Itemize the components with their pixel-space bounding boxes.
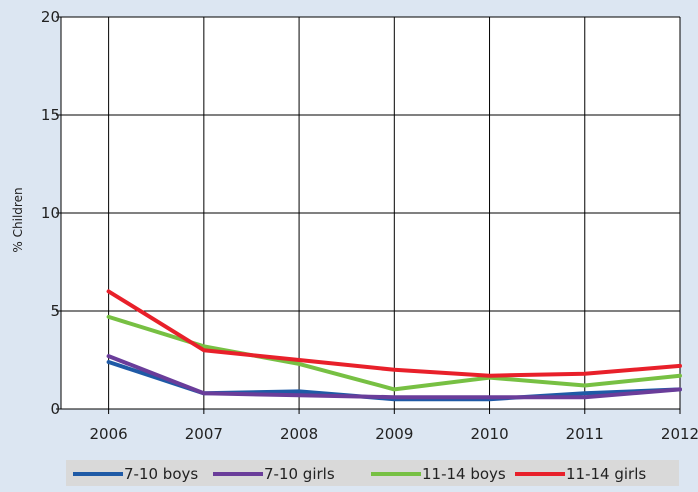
legend-label: 7-10 girls bbox=[264, 465, 335, 483]
legend-label: 11-14 boys bbox=[422, 465, 506, 483]
x-tick-label: 2012 bbox=[661, 425, 698, 443]
series-line bbox=[106, 314, 682, 392]
legend-label: 11-14 girls bbox=[566, 465, 646, 483]
x-tick-label: 2011 bbox=[566, 425, 604, 443]
x-tick-label: 2006 bbox=[90, 425, 128, 443]
x-tick-label: 2010 bbox=[470, 425, 508, 443]
x-tick-label: 2008 bbox=[280, 425, 318, 443]
series-line bbox=[106, 354, 682, 400]
x-axis-ticks: 2006 2007 2008 2009 2010 2011 2012 bbox=[90, 409, 698, 443]
y-tick-label: 10 bbox=[41, 204, 60, 222]
y-tick-label: 0 bbox=[50, 400, 60, 418]
y-axis-ticks: 0 5 10 15 20 bbox=[41, 8, 61, 418]
legend: 7-10 boys 7-10 girls 11-14 boys 11-14 girls bbox=[73, 465, 646, 483]
legend-label: 7-10 boys bbox=[124, 465, 198, 483]
y-axis-label: % Children bbox=[11, 187, 25, 252]
y-tick-label: 20 bbox=[41, 8, 60, 26]
y-tick-label: 5 bbox=[50, 302, 60, 320]
x-tick-label: 2009 bbox=[375, 425, 413, 443]
x-tick-label: 2007 bbox=[185, 425, 223, 443]
grid-lines bbox=[61, 16, 681, 409]
y-tick-label: 15 bbox=[41, 106, 60, 124]
series-lines bbox=[106, 289, 682, 402]
series-line bbox=[106, 289, 682, 378]
